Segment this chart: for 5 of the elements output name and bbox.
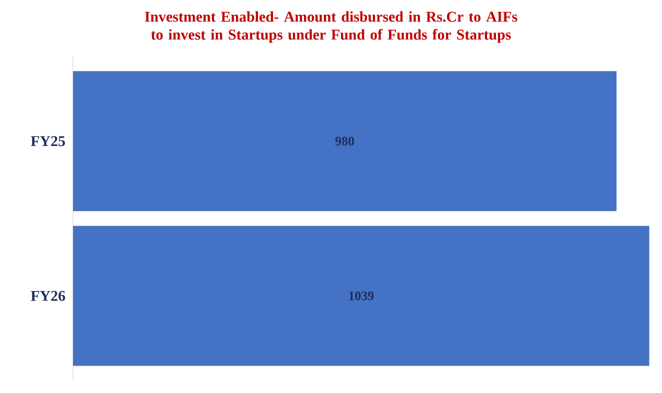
data-label: 980 [335, 136, 354, 146]
chart-title: Investment Enabled- Amount disbursed in Rs.Cr to AIFs to invest in Startups under Fund of Funds for Startups [144, 11, 518, 43]
data-label: 1039 [349, 292, 374, 300]
y-tick-label: FY26 [30, 290, 66, 301]
y-tick-label: FY25 [30, 136, 65, 146]
